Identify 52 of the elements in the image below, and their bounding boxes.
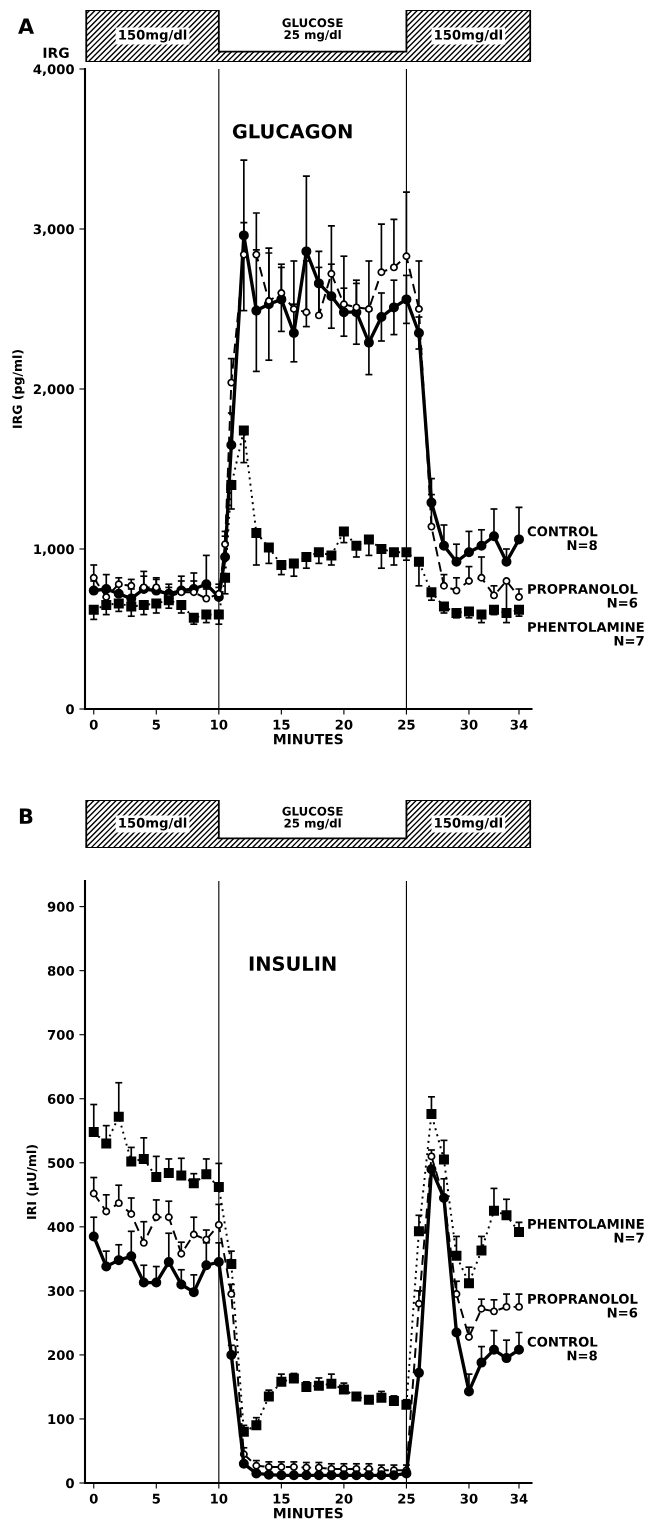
text: 150mg/dl [119,29,187,43]
text: GLUCOSE 25 mg/dl [282,18,343,42]
y-tick-label: 2,000 [33,384,74,396]
y-tick-label: 900 [47,901,74,912]
y-tick-label: 400 [47,1222,74,1233]
x-tick-label: 30 [460,1493,478,1504]
x-axis-title: MINUTES [274,1507,343,1519]
text: INSULIN [249,956,336,971]
y-tick-label: 700 [47,1029,74,1040]
x-tick-label: 10 [211,719,228,730]
x-tick-label: 15 [273,719,290,730]
text: GLUCAGON [232,123,352,139]
x-tick-label: 0 [89,719,98,730]
x-tick-label: 0 [89,1493,98,1504]
x-tick-label: 30 [460,719,478,730]
y-tick-label: 300 [47,1286,74,1297]
x-tick-label: 25 [398,1493,415,1504]
x-tick-label: 5 [152,719,160,730]
y-tick-label: 100 [48,1414,74,1425]
x-tick-label: 15 [273,1493,290,1504]
text: B [19,808,33,824]
x-tick-label: 20 [335,719,353,730]
x-tick-label: 34 [510,719,528,730]
series-label: PHENTOLAMINE N=7 [528,1218,644,1243]
x-tick-label: 5 [152,1493,160,1504]
y-tick-label: 0 [66,1478,74,1489]
x-axis-title: MINUTES [274,733,343,745]
series-label: PHENTOLAMINE N=7 [528,621,644,646]
x-tick-label: 34 [510,1493,528,1504]
series-label: PROPRANOLOL N=6 [528,583,638,608]
series-label: CONTROL N=8 [527,1336,598,1361]
x-tick-label: 20 [335,1493,353,1504]
x-tick-label: 10 [211,1493,228,1504]
series-label: CONTROL N=8 [527,526,598,551]
y-tick-label: 500 [48,1158,74,1168]
text: 150mg/dl [435,817,502,831]
y-tick-label: 800 [47,965,74,976]
x-tick-label: 25 [398,719,415,730]
y-tick-label: 4,000 [33,64,74,76]
text: 150mg/dl [435,29,502,43]
text: A [18,18,35,34]
series-label: PROPRANOLOL N=6 [528,1293,638,1318]
y-tick-label: 1,000 [34,544,74,556]
y-tick-label: 0 [66,704,74,715]
y-tick-label: 3,000 [33,224,74,236]
y-tick-label: 200 [48,1350,74,1361]
y-tick-label: 600 [47,1093,74,1104]
text: 150mg/dl [119,817,187,831]
text: IRG [43,47,69,59]
y-axis-title: IRG (pg/ml) [12,350,25,428]
text: GLUCOSE 25 mg/dl [282,806,343,830]
y-axis-title: IRI (µU/ml) [26,1145,39,1219]
